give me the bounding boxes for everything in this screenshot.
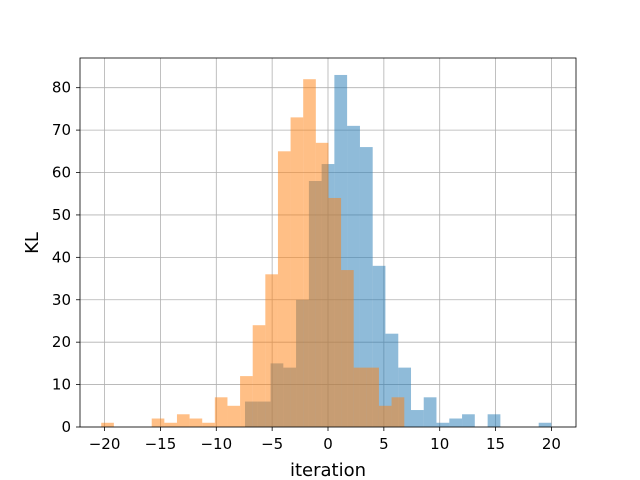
histogram-bar — [315, 142, 329, 428]
x-tick-label: −15 — [145, 435, 177, 453]
x-tick-label: −20 — [89, 435, 121, 453]
histogram-bar — [164, 422, 177, 427]
histogram-bar — [290, 117, 304, 428]
histogram-bars — [101, 74, 552, 428]
y-tick-label: 0 — [61, 418, 71, 436]
x-tick-label: 0 — [323, 435, 333, 453]
axis-ticks: −20 −15 −10 −5 0 5 10 15 20 0 10 20 30 40 50 60 70 80 — [52, 79, 561, 453]
y-tick-label: 50 — [52, 206, 71, 224]
y-axis-label: KL — [22, 232, 43, 254]
histogram-bar — [240, 376, 253, 427]
histogram-bar — [341, 270, 354, 427]
y-tick-label: 20 — [52, 333, 71, 351]
x-tick-label: 20 — [542, 435, 561, 453]
histogram-bar — [189, 418, 203, 427]
histogram-bar — [462, 414, 475, 427]
y-tick-label: 80 — [52, 79, 71, 97]
histogram-bar — [151, 418, 165, 427]
histogram-bar — [411, 410, 424, 427]
histogram-bar — [277, 151, 291, 427]
x-tick-label: −10 — [200, 435, 232, 453]
histogram-bar — [328, 197, 342, 427]
histogram-bar — [391, 397, 405, 427]
x-tick-label: 5 — [379, 435, 389, 453]
histogram-bar — [202, 422, 215, 427]
histogram-bar — [436, 422, 450, 427]
y-tick-label: 10 — [52, 376, 71, 394]
y-tick-label: 40 — [52, 248, 71, 266]
x-axis-label: iteration — [290, 460, 366, 480]
histogram-bar — [101, 422, 114, 427]
histogram-bar — [366, 367, 379, 427]
histogram-bar — [487, 414, 501, 427]
x-tick-label: 15 — [486, 435, 505, 453]
histogram-bar — [252, 325, 266, 427]
histogram-bar — [353, 367, 367, 427]
y-tick-label: 70 — [52, 121, 71, 139]
histogram-bar — [538, 422, 552, 427]
histogram-bar — [423, 397, 437, 427]
histogram-bar — [359, 147, 373, 427]
histogram-bar — [449, 418, 463, 427]
histogram-bar — [214, 397, 228, 427]
histogram-bar — [303, 79, 316, 427]
histogram-bar — [176, 414, 190, 427]
x-tick-label: −5 — [261, 435, 283, 453]
y-tick-label: 30 — [52, 291, 71, 309]
histogram-bar — [378, 405, 392, 427]
histogram-bar — [227, 405, 241, 427]
x-tick-label: 10 — [430, 435, 449, 453]
histogram-bar — [265, 274, 278, 427]
y-tick-label: 60 — [52, 164, 71, 182]
